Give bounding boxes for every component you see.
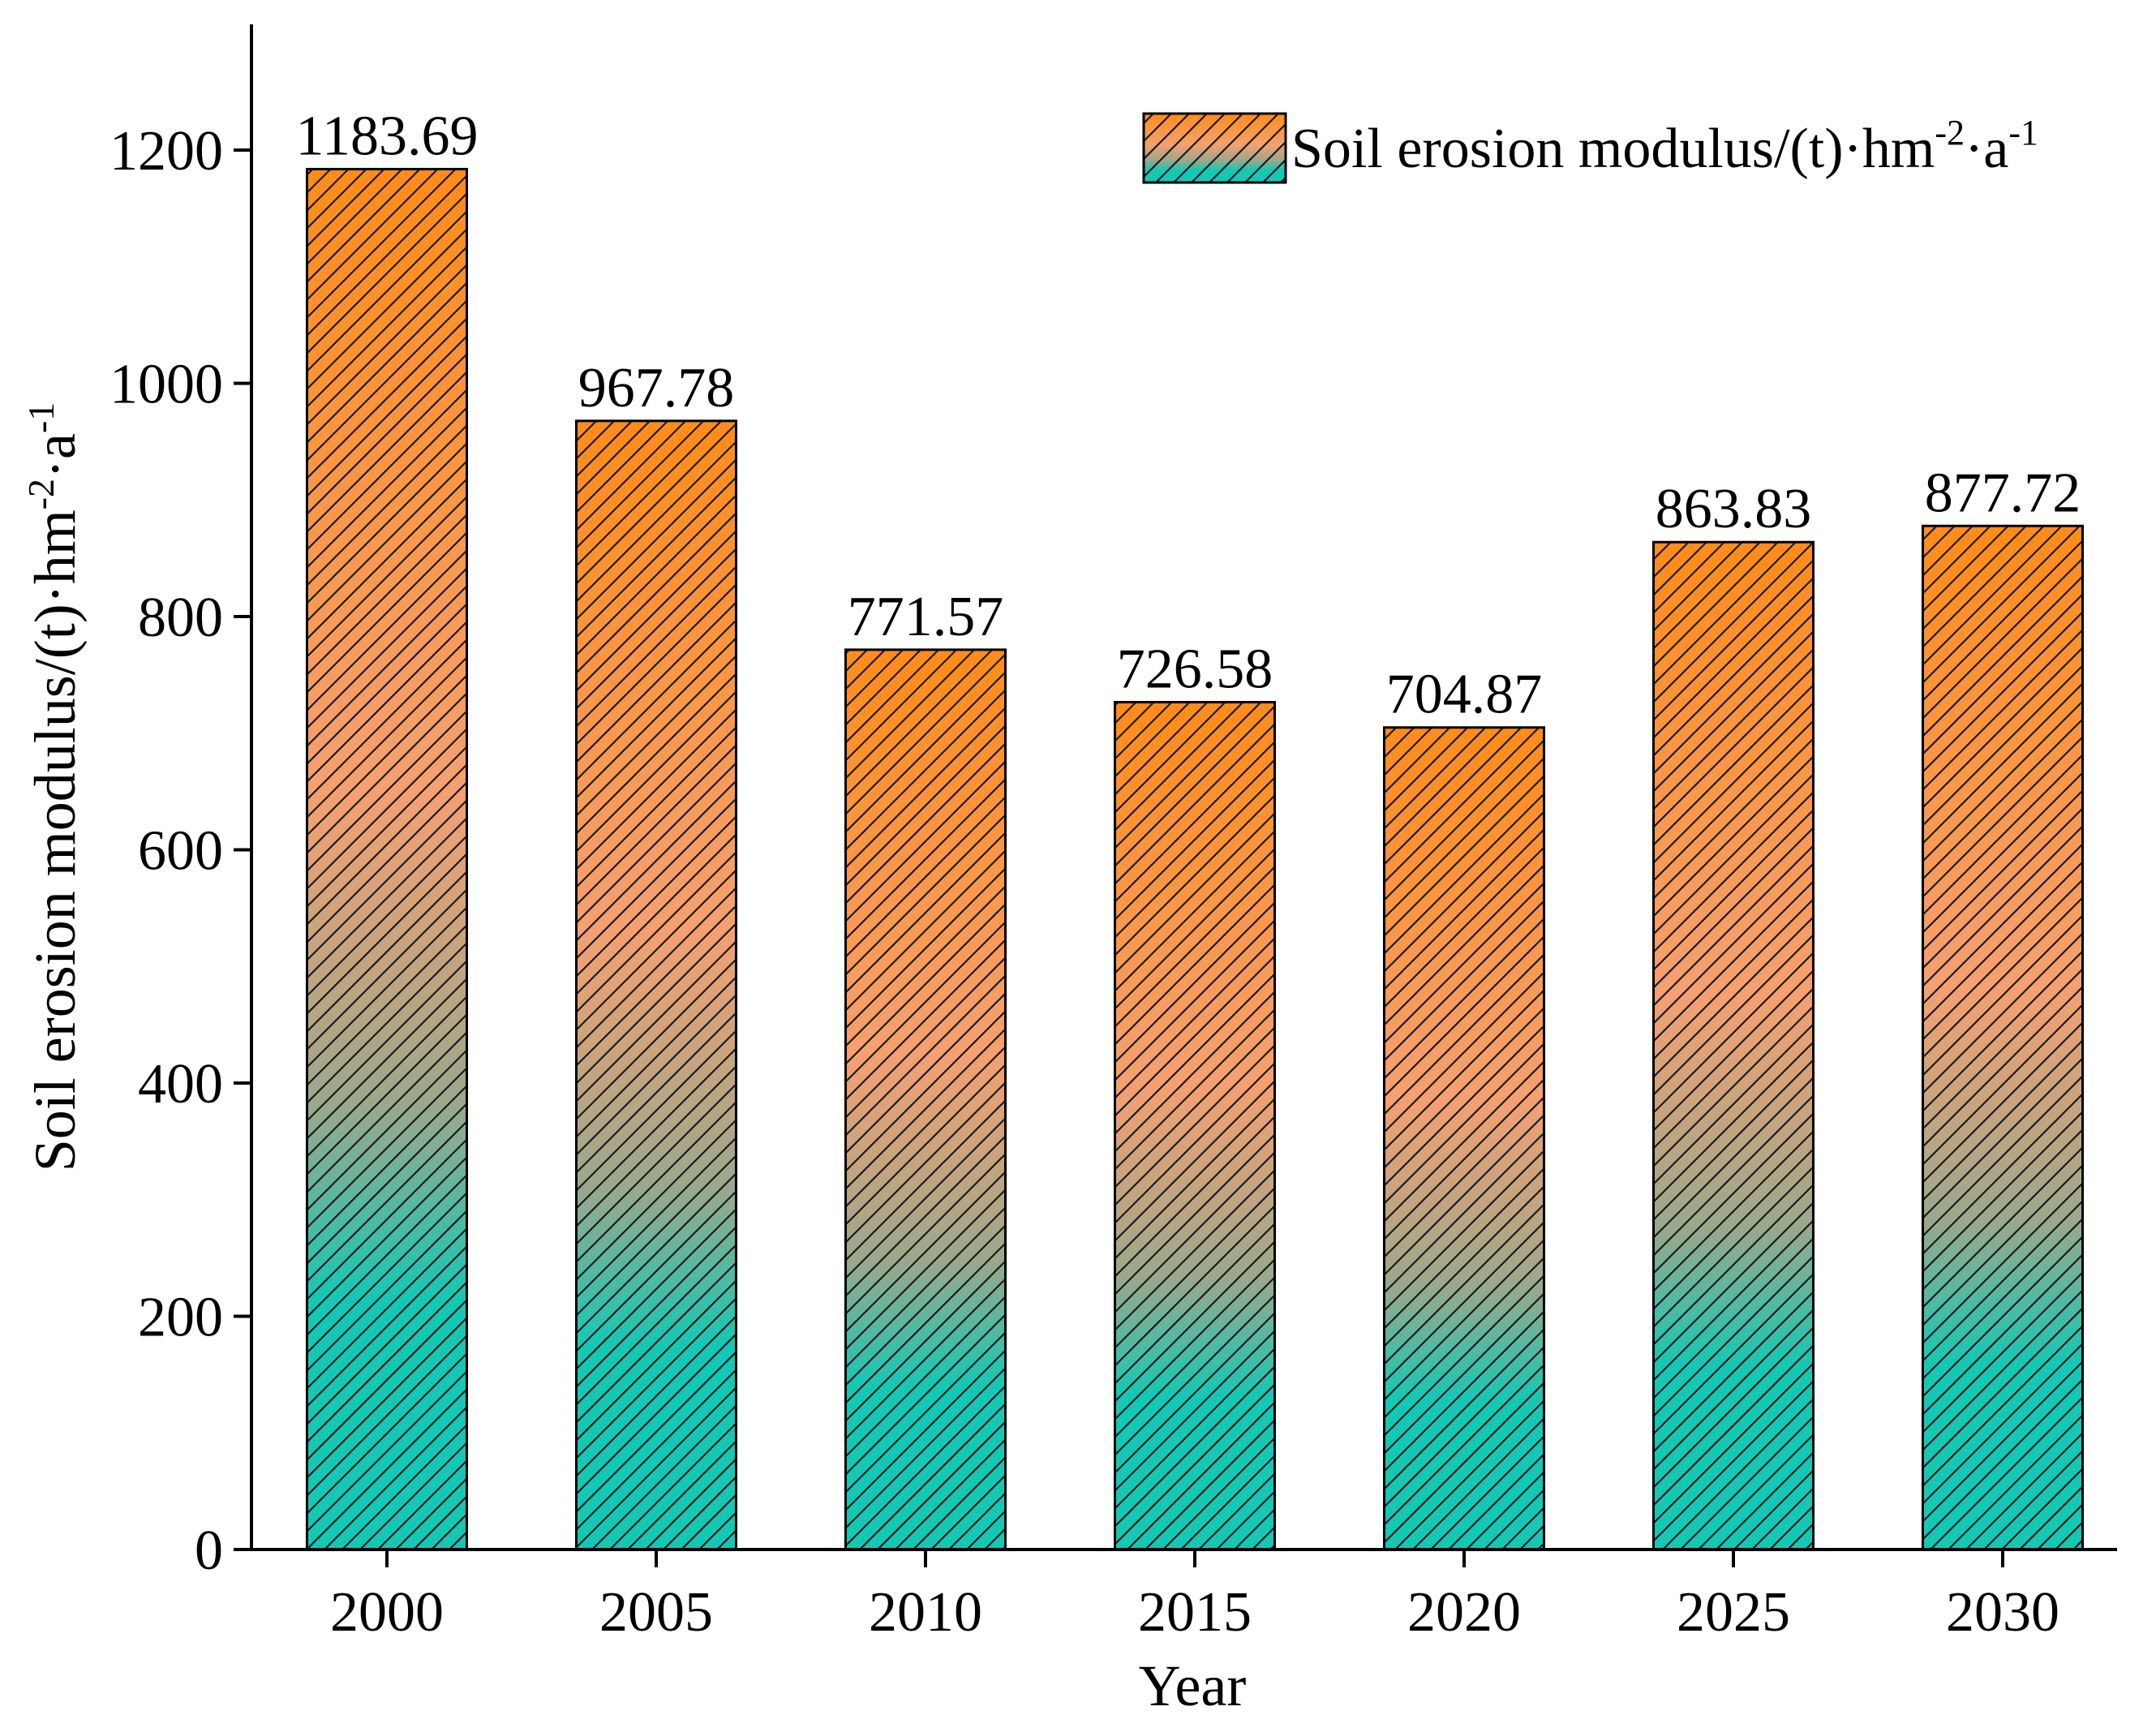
y-tick-label-800: 800 [138, 587, 223, 649]
y-ticks: 0 200 400 600 800 1000 1200 [110, 120, 251, 1582]
y-axis-label-exp1: -2 [20, 479, 62, 509]
bar-hatch-2010 [844, 648, 1007, 1551]
y-axis-label-main: Soil erosion modulus/(t)·hm [23, 509, 88, 1171]
y-tick-label-400: 400 [138, 1053, 223, 1115]
value-label-2020: 704.87 [1386, 664, 1543, 726]
bar-hatch-2015 [1114, 701, 1276, 1551]
bars-layer [306, 167, 2084, 1551]
x-tick-label-2025: 2025 [1677, 1581, 1790, 1644]
value-label-2005: 967.78 [578, 357, 735, 419]
legend-swatch [1142, 112, 1287, 184]
x-tick-label-2015: 2015 [1138, 1581, 1252, 1644]
y-axis-label-exp2: -1 [20, 402, 62, 433]
bar-hatch-2005 [575, 419, 737, 1551]
y-tick-label-1200: 1200 [110, 120, 223, 183]
x-tick-label-2010: 2010 [869, 1581, 982, 1644]
bar-hatch-2000 [306, 167, 468, 1551]
bar-hatch-2030 [1922, 524, 2084, 1551]
legend-label: Soil erosion modulus/(t)·hm-2·a-1 [1291, 113, 2038, 180]
x-tick-label-2020: 2020 [1407, 1581, 1521, 1644]
value-label-2025: 863.83 [1656, 478, 1812, 540]
value-label-2015: 726.58 [1117, 638, 1273, 701]
y-tick-label-200: 200 [138, 1287, 223, 1349]
legend: Soil erosion modulus/(t)·hm-2·a-1 [1142, 112, 2038, 184]
bar-hatch-2020 [1383, 726, 1545, 1551]
y-axis-label: Soil erosion modulus/(t)·hm-2·a-1 [20, 402, 88, 1172]
bar-hatch-2025 [1652, 540, 1815, 1551]
legend-label-mid: ·a [1965, 118, 2008, 180]
x-tick-label-2030: 2030 [1946, 1581, 2059, 1644]
y-axis-label-mid: ·a [23, 433, 88, 479]
value-labels-layer: 1183.69 967.78 771.57 726.58 704.87 863.83 877… [296, 105, 2081, 725]
value-label-2000: 1183.69 [296, 105, 479, 167]
x-ticks: 2000 2005 2010 2015 2020 2025 2030 [330, 1550, 2059, 1644]
y-tick-label-1000: 1000 [110, 354, 223, 416]
legend-label-exp1: -2 [1935, 113, 1965, 153]
value-label-2030: 877.72 [1925, 462, 2081, 524]
x-tick-label-2005: 2005 [599, 1581, 713, 1644]
x-tick-label-2000: 2000 [330, 1581, 444, 1644]
legend-label-exp2: -1 [2008, 113, 2038, 153]
x-axis-label: Year [1139, 1653, 1247, 1718]
value-label-2010: 771.57 [848, 586, 1004, 648]
legend-label-main: Soil erosion modulus/(t)·hm [1291, 118, 1935, 180]
y-tick-label-600: 600 [138, 820, 223, 883]
y-tick-label-0: 0 [195, 1520, 223, 1582]
